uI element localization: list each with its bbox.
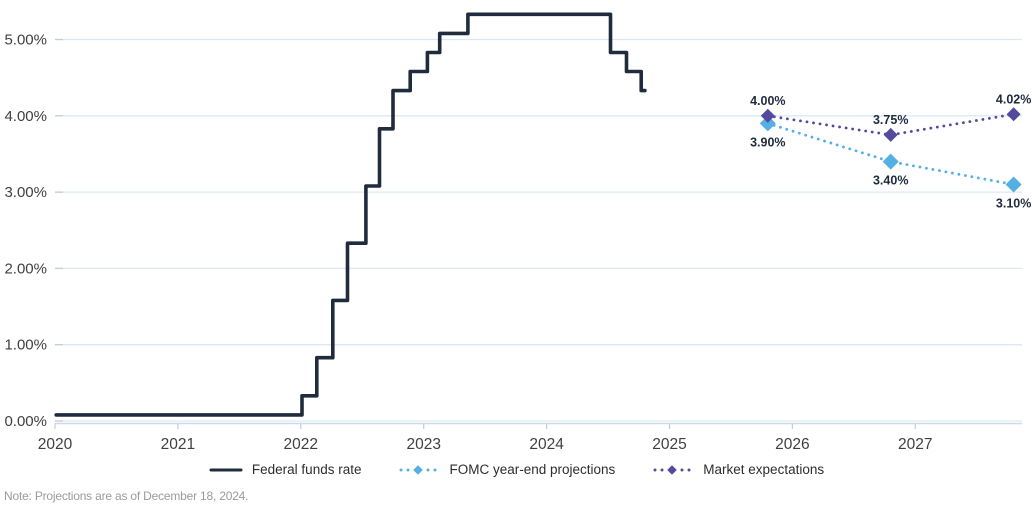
- legend-dot-glyph: [680, 468, 684, 472]
- legend-dot-glyph: [687, 468, 691, 472]
- x-axis-tick-label: 2023: [406, 436, 440, 453]
- legend-dot-glyph: [406, 468, 410, 472]
- y-axis-tick-label: 4.00%: [4, 108, 47, 125]
- legend-label-fomc-projections: FOMC year-end projections: [449, 462, 616, 478]
- legend-item-federal-funds-rate: Federal funds rate: [208, 462, 362, 478]
- fomc-year-end-projections-dotted-line: [766, 122, 1015, 186]
- x-axis-tick-label: 2021: [161, 436, 195, 453]
- diamond-marker: [759, 115, 776, 132]
- y-axis-tick-label: 2.00%: [4, 260, 47, 277]
- data-point-label: 3.90%: [750, 135, 785, 149]
- legend-item-market-expectations: Market expectations: [649, 463, 824, 477]
- legend-label-market-expectations: Market expectations: [703, 462, 825, 478]
- y-axis-tick-label: 3.00%: [4, 184, 47, 201]
- diamond-marker: [1005, 176, 1022, 193]
- legend-dot-glyph: [653, 468, 657, 472]
- x-axis-tick-label: 2024: [529, 436, 564, 453]
- x-axis-tick-label: 2025: [652, 436, 686, 453]
- federal-funds-rate-line: [54, 12, 647, 417]
- dotted-diamond-swatch-icon: [395, 463, 441, 477]
- dotted-diamond-swatch-icon: [649, 463, 695, 477]
- x-axis-tick-label: 2020: [38, 436, 73, 453]
- chart-legend: Federal funds rate FOMC year-end project…: [0, 457, 1032, 483]
- legend-dot-glyph: [433, 468, 437, 472]
- footnote: Note: Projections are as of December 18,…: [4, 489, 249, 503]
- legend-item-fomc-projections: FOMC year-end projections: [395, 463, 615, 477]
- chart-area: 0.00% 1.00% 2.00% 3.00% 4.00% 5.00% 2020 2021 20…: [4, 12, 1031, 453]
- data-point-label: 3.40%: [873, 174, 908, 188]
- data-point-label: 3.75%: [873, 113, 908, 127]
- solid-line-swatch-icon: [208, 463, 244, 477]
- diamond-marker: [883, 127, 898, 142]
- x-axis-tick-label: 2027: [898, 436, 932, 453]
- legend-diamond-glyph: [667, 465, 678, 475]
- diamond-marker: [760, 108, 775, 123]
- y-axis-tick-label: 1.00%: [4, 337, 47, 354]
- legend-dot-glyph: [399, 468, 403, 472]
- data-point-label: 4.00%: [750, 94, 785, 108]
- rate-chart-svg: 0.00% 1.00% 2.00% 3.00% 4.00% 5.00% 2020 2021 20…: [4, 12, 1031, 453]
- y-axis-tick-label: 5.00%: [4, 32, 47, 49]
- diamond-marker: [1006, 107, 1021, 122]
- x-axis-tick-label: 2022: [284, 436, 318, 453]
- data-point-label: 3.10%: [996, 196, 1031, 210]
- legend-diamond-glyph: [413, 465, 424, 475]
- data-point-label: 4.02%: [996, 92, 1031, 106]
- diamond-marker: [882, 153, 899, 170]
- y-axis-tick-label: 0.00%: [4, 413, 47, 430]
- legend-dot-glyph: [660, 468, 664, 472]
- x-axis-tick-label: 2026: [775, 436, 809, 453]
- legend-dot-glyph: [426, 468, 430, 472]
- legend-label-federal-funds-rate: Federal funds rate: [251, 462, 362, 478]
